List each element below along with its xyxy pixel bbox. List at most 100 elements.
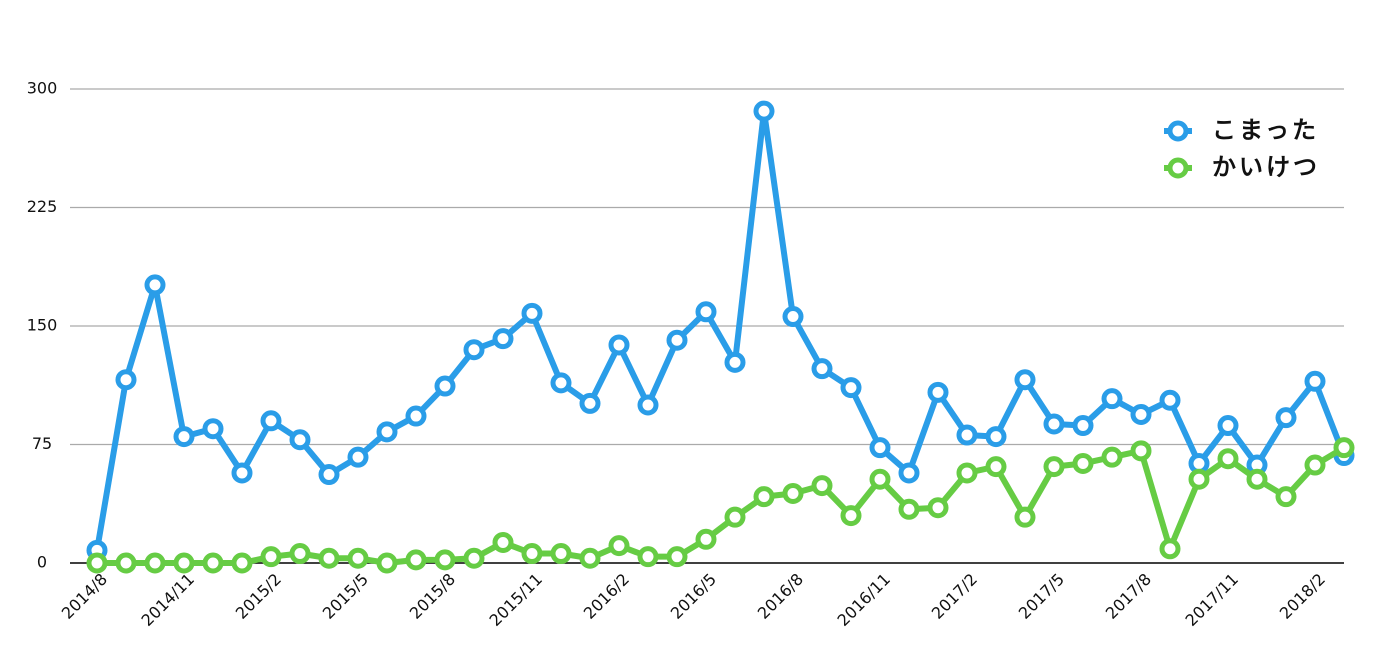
- x-tick-label: 2015/11: [486, 570, 546, 630]
- point: [753, 100, 775, 122]
- point: [1043, 413, 1065, 435]
- x-tick-label: 2016/8: [754, 570, 807, 623]
- point: [550, 372, 572, 394]
- point: [202, 418, 224, 440]
- point: [289, 429, 311, 451]
- point: [115, 369, 137, 391]
- point: [492, 328, 514, 350]
- point: [1159, 538, 1181, 560]
- y-tick-label: 75: [32, 434, 52, 453]
- y-tick-label: 0: [37, 553, 47, 572]
- x-tick-label: 2015/2: [232, 570, 285, 623]
- point: [869, 468, 891, 490]
- x-tick-label: 2014/11: [138, 570, 198, 630]
- point: [695, 301, 717, 323]
- point: [1014, 506, 1036, 528]
- legend-label: こまった: [1212, 116, 1319, 144]
- point: [347, 446, 369, 468]
- point: [782, 482, 804, 504]
- legend-marker: [1167, 157, 1189, 179]
- point: [463, 339, 485, 361]
- point: [144, 274, 166, 296]
- point: [753, 486, 775, 508]
- point: [637, 546, 659, 568]
- point: [492, 531, 514, 553]
- point: [666, 546, 688, 568]
- point: [579, 547, 601, 569]
- point: [1275, 486, 1297, 508]
- point: [1101, 446, 1123, 468]
- point: [260, 546, 282, 568]
- point: [1304, 454, 1326, 476]
- point: [956, 462, 978, 484]
- point: [811, 358, 833, 380]
- point: [318, 464, 340, 486]
- y-tick-label: 225: [27, 197, 58, 216]
- point: [608, 334, 630, 356]
- x-tick-label: 2017/11: [1182, 570, 1242, 630]
- point: [521, 302, 543, 324]
- point: [1188, 468, 1210, 490]
- point: [173, 426, 195, 448]
- point: [1072, 415, 1094, 437]
- point: [637, 394, 659, 416]
- x-tick-label: 2017/2: [928, 570, 981, 623]
- x-tick-label: 2018/2: [1276, 570, 1329, 623]
- point: [289, 543, 311, 565]
- legend-label: かいけつ: [1212, 153, 1320, 181]
- point: [86, 552, 108, 574]
- point: [231, 462, 253, 484]
- point: [347, 547, 369, 569]
- point: [985, 456, 1007, 478]
- point: [927, 497, 949, 519]
- point: [463, 547, 485, 569]
- point: [550, 543, 572, 565]
- x-tick-label: 2015/8: [406, 570, 459, 623]
- y-tick-label: 300: [27, 79, 58, 98]
- point: [985, 426, 1007, 448]
- point: [376, 421, 398, 443]
- x-tick-label: 2015/5: [319, 570, 372, 623]
- x-tick-label: 2016/11: [834, 570, 894, 630]
- point: [840, 505, 862, 527]
- x-tick-label: 2016/2: [580, 570, 633, 623]
- point: [1014, 369, 1036, 391]
- point: [1130, 403, 1152, 425]
- legend-marker: [1167, 120, 1189, 142]
- point: [898, 462, 920, 484]
- point: [927, 381, 949, 403]
- point: [724, 351, 746, 373]
- point: [260, 410, 282, 432]
- point: [318, 547, 340, 569]
- point: [608, 535, 630, 557]
- point: [695, 528, 717, 550]
- point: [1130, 440, 1152, 462]
- x-tick-label: 2017/8: [1102, 570, 1155, 623]
- point: [811, 475, 833, 497]
- point: [202, 552, 224, 574]
- point: [1304, 370, 1326, 392]
- point: [173, 552, 195, 574]
- point: [1101, 388, 1123, 410]
- point: [1217, 448, 1239, 470]
- point: [521, 543, 543, 565]
- point: [376, 552, 398, 574]
- point: [434, 375, 456, 397]
- point: [869, 437, 891, 459]
- x-tick-label: 2014/8: [58, 570, 111, 623]
- point: [1217, 415, 1239, 437]
- point: [144, 552, 166, 574]
- point: [405, 405, 427, 427]
- point: [1043, 456, 1065, 478]
- y-tick-label: 150: [27, 316, 58, 335]
- point: [840, 377, 862, 399]
- point: [1072, 452, 1094, 474]
- x-tick-label: 2017/5: [1015, 570, 1068, 623]
- series-line: [94, 108, 1347, 551]
- point: [434, 549, 456, 571]
- point: [1159, 389, 1181, 411]
- point: [666, 329, 688, 351]
- series-line: [97, 445, 1346, 566]
- point: [115, 552, 137, 574]
